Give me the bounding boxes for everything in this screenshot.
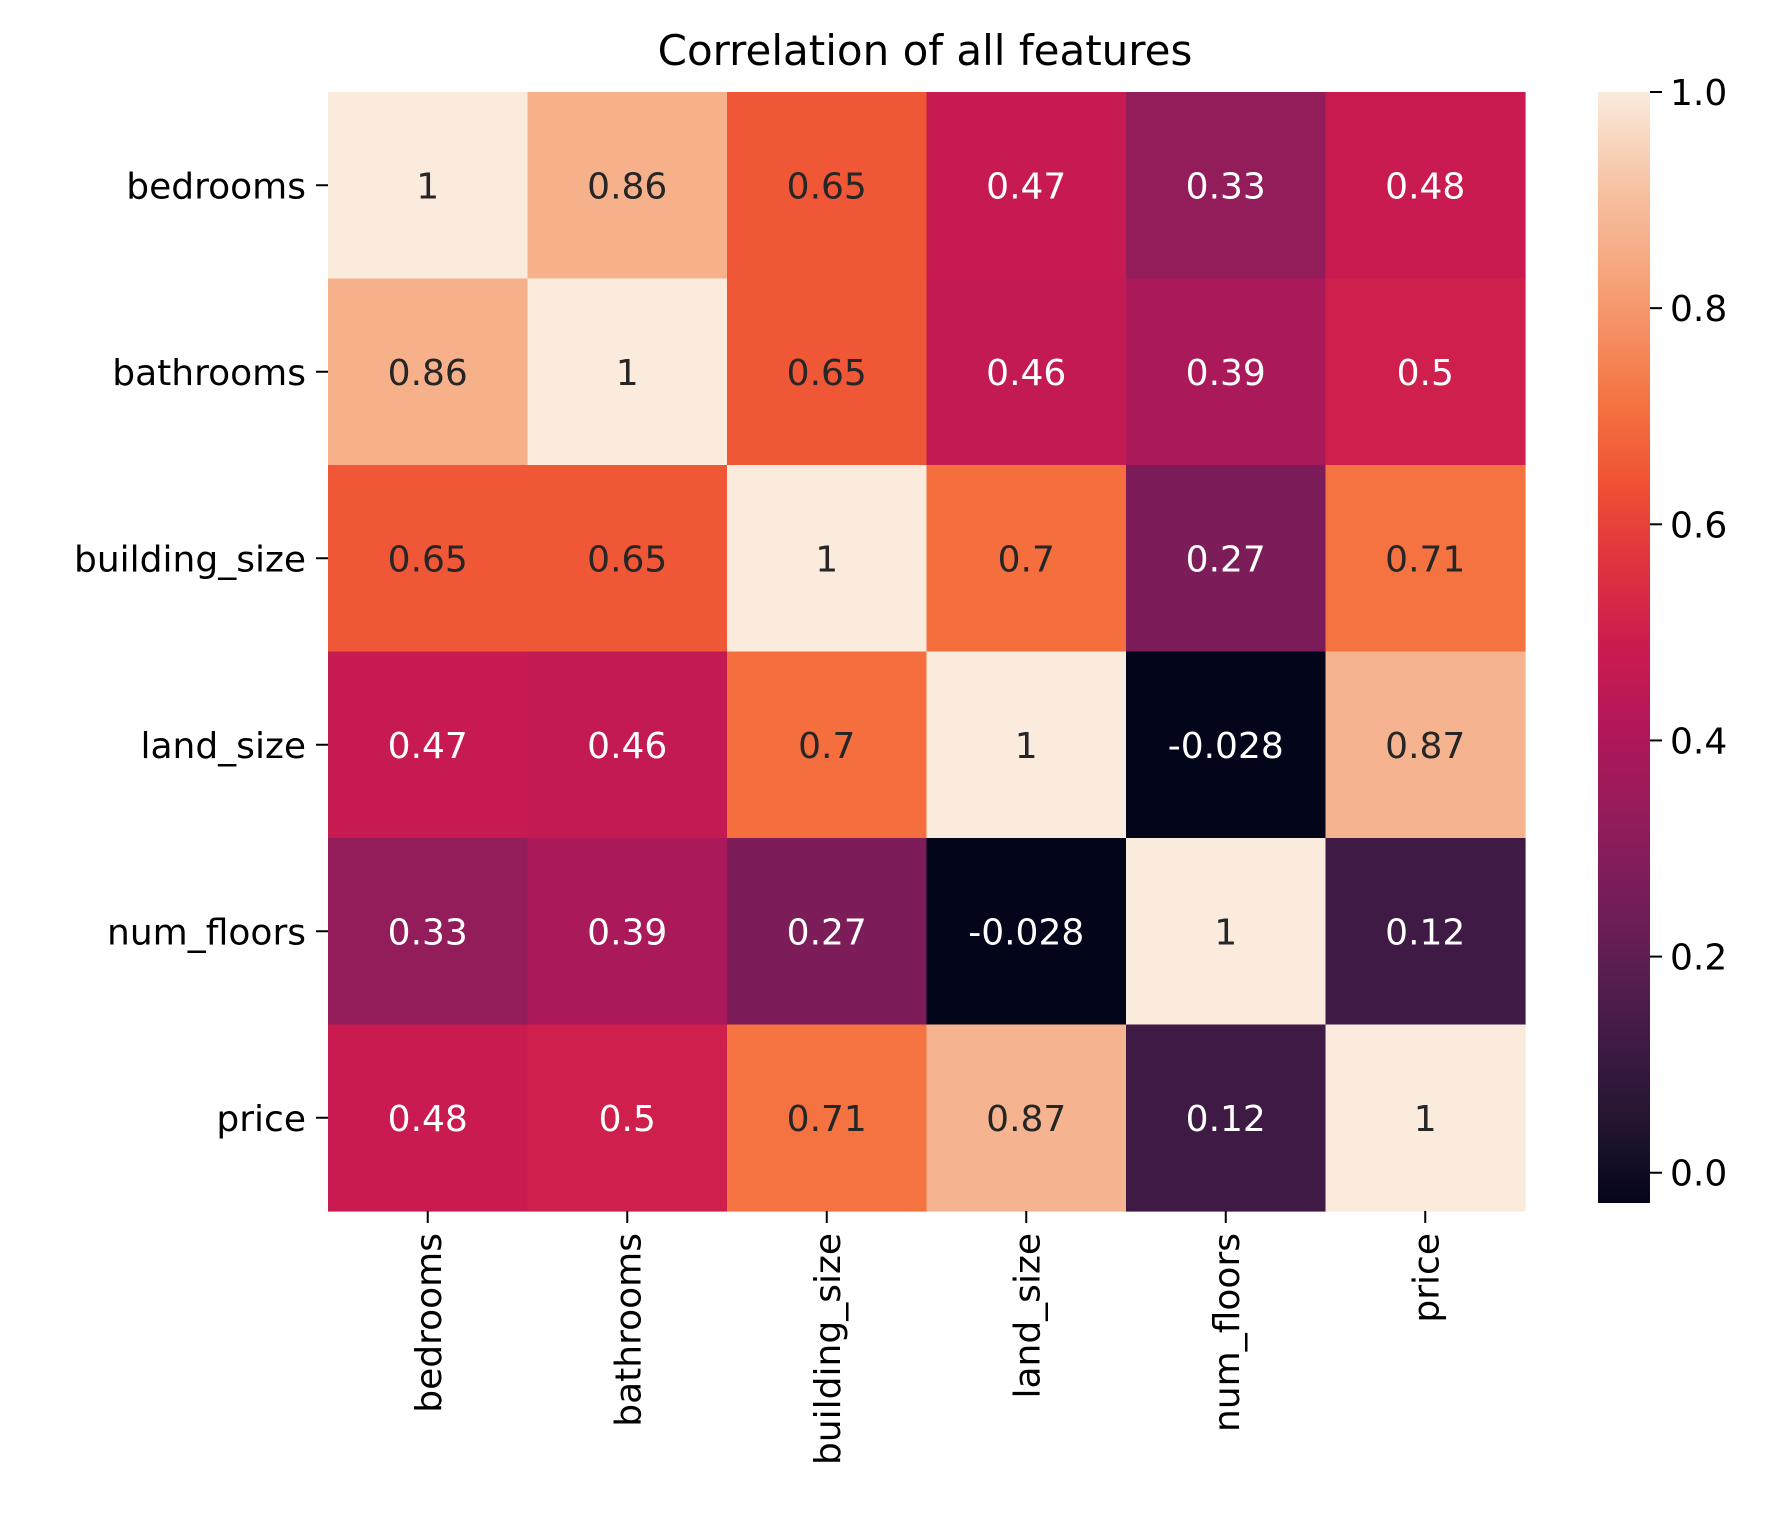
heatmap-cell — [328, 838, 529, 1026]
cell-value-label: 0.12 — [1385, 912, 1465, 953]
cell-value-label: 0.65 — [388, 539, 468, 580]
heatmap-cell — [1325, 465, 1526, 653]
y-tick-label: building_size — [74, 539, 306, 580]
heatmap-cell — [527, 465, 728, 653]
heatmap-cell — [328, 1024, 529, 1212]
cell-value-label: 0.33 — [1186, 166, 1266, 207]
cell-value-label: 0.39 — [587, 912, 667, 953]
cell-value-label: 0.47 — [388, 726, 468, 767]
x-axis: bedrooms bathrooms building_size land_size n… — [409, 1211, 1447, 1465]
cell-value-label: -0.028 — [1168, 726, 1284, 767]
y-tick-label: land_size — [140, 726, 306, 767]
heatmap-cell — [727, 465, 928, 653]
cell-value-label: 1 — [1015, 726, 1038, 767]
heatmap-cell — [328, 278, 529, 466]
heatmap-cell — [926, 92, 1127, 280]
cell-value-label: 0.39 — [1186, 353, 1266, 394]
cell-value-label: 0.71 — [1385, 539, 1465, 580]
cell-value-label: 0.65 — [587, 539, 667, 580]
cell-value-label: -0.028 — [968, 912, 1084, 953]
cell-value-label: 0.71 — [787, 1099, 867, 1140]
heatmap-cell — [527, 651, 728, 839]
x-tick-label: bedrooms — [409, 1233, 450, 1413]
heatmap-cell — [727, 838, 928, 1026]
cell-value-label: 0.7 — [798, 726, 855, 767]
cell-value-label: 0.48 — [1385, 166, 1465, 207]
heatmap-cell — [1325, 651, 1526, 839]
cell-value-label: 0.12 — [1186, 1099, 1266, 1140]
y-tick-label: num_floors — [107, 912, 306, 953]
colorbar-tick-label: 0.4 — [1670, 721, 1727, 762]
heatmap-cell — [727, 278, 928, 466]
cell-value-label: 0.86 — [587, 166, 667, 207]
colorbar: 0.0 0.2 0.4 0.6 0.8 1.0 — [1598, 73, 1727, 1203]
cell-value-label: 0.65 — [787, 353, 867, 394]
cell-value-label: 0.5 — [599, 1099, 656, 1140]
y-axis: bedrooms bathrooms building_size land_sizen… — [74, 166, 328, 1140]
heatmap-cell — [926, 1024, 1127, 1212]
heatmap-cell — [1325, 1024, 1526, 1212]
cell-value-label: 0.27 — [1186, 539, 1266, 580]
cell-value-label: 1 — [616, 353, 639, 394]
heatmap-cell — [1325, 278, 1526, 466]
y-tick-label: bathrooms — [112, 353, 306, 394]
heatmap-cell — [1126, 278, 1327, 466]
heatmap-cell — [527, 838, 728, 1026]
colorbar-tick-label: 1.0 — [1670, 73, 1727, 114]
heatmap-cell — [926, 465, 1127, 653]
heatmap-cell — [328, 465, 529, 653]
heatmap-cell — [527, 92, 728, 280]
heatmap-cell — [527, 1024, 728, 1212]
heatmap-cell — [727, 651, 928, 839]
heatmap-cell — [926, 838, 1127, 1026]
heatmap-cell — [1325, 838, 1526, 1026]
colorbar-tick-label: 0.0 — [1670, 1154, 1727, 1195]
cell-value-label: 0.87 — [986, 1099, 1066, 1140]
heatmap-cell — [1126, 838, 1327, 1026]
heatmap-cell — [328, 651, 529, 839]
heatmap-cell — [1126, 92, 1327, 280]
cell-value-label: 1 — [815, 539, 838, 580]
heatmap-cell — [926, 651, 1127, 839]
cell-value-label: 0.47 — [986, 166, 1066, 207]
cell-value-label: 0.33 — [388, 912, 468, 953]
cell-value-label: 1 — [416, 166, 439, 207]
colorbar-gradient — [1598, 92, 1650, 1203]
heatmap-cell — [328, 92, 529, 280]
cell-value-label: 0.7 — [998, 539, 1055, 580]
cell-value-label: 0.46 — [986, 353, 1066, 394]
chart-title: Correlation of all features — [658, 26, 1193, 75]
x-tick-label: num_floors — [1207, 1233, 1248, 1432]
heatmap-cell — [727, 1024, 928, 1212]
y-tick-label: price — [216, 1099, 306, 1140]
cell-value-label: 1 — [1414, 1099, 1437, 1140]
colorbar-tick-label: 0.8 — [1670, 289, 1727, 330]
heatmap-cell — [1325, 92, 1526, 280]
y-tick-label: bedrooms — [126, 166, 306, 207]
cell-annotations: 1 0.86 0.65 0.47 0.33 0.48 0.86 1 0.65 0.46 0.39 0.… — [388, 166, 1466, 1140]
x-tick-label: land_size — [1007, 1233, 1048, 1399]
cell-value-label: 0.86 — [388, 353, 468, 394]
cell-value-label: 0.46 — [587, 726, 667, 767]
cell-value-label: 0.65 — [787, 166, 867, 207]
x-tick-label: price — [1406, 1233, 1447, 1323]
heatmap-cells — [328, 92, 1526, 1212]
heatmap-cell — [1126, 1024, 1327, 1212]
cell-value-label: 0.5 — [1397, 353, 1454, 394]
heatmap-cell — [1126, 651, 1327, 839]
colorbar-tick-label: 0.6 — [1670, 505, 1727, 546]
cell-value-label: 0.48 — [388, 1099, 468, 1140]
cell-value-label: 0.27 — [787, 912, 867, 953]
cell-value-label: 1 — [1214, 912, 1237, 953]
heatmap-cell — [527, 278, 728, 466]
x-tick-label: bathrooms — [608, 1233, 649, 1427]
heatmap-cell — [926, 278, 1127, 466]
colorbar-tick-label: 0.2 — [1670, 938, 1727, 979]
heatmap-cell — [1126, 465, 1327, 653]
heatmap-cell — [727, 92, 928, 280]
cell-value-label: 0.87 — [1385, 726, 1465, 767]
x-tick-label: building_size — [808, 1233, 849, 1465]
